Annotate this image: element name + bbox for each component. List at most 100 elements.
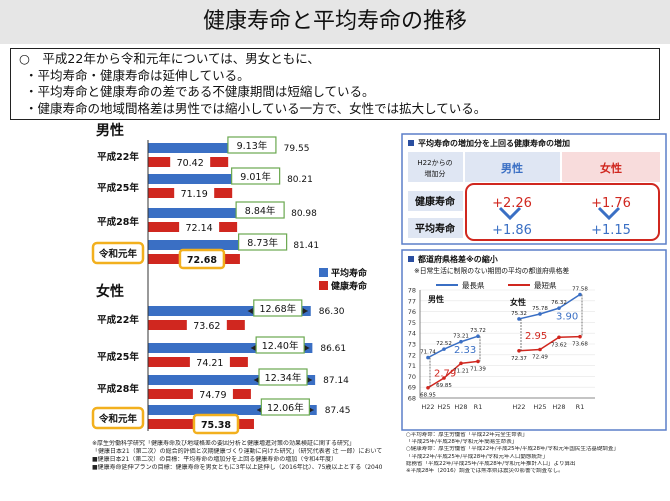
- y-tick-label: 75: [408, 319, 416, 327]
- point-max: [476, 334, 480, 339]
- point-min: [476, 359, 480, 364]
- gap-arrowhead: [307, 377, 313, 383]
- gap-label: 12.68年: [259, 303, 296, 315]
- category-label: 平成25年: [97, 182, 139, 194]
- summary-line: ・健康寿命の地域間格差は男性では縮小している一方で、女性では拡大している。: [25, 100, 487, 116]
- highlight-frame: [91, 406, 145, 430]
- footnote: ■健康寿命延伸プランの目標：健康寿命を男女ともに3年以上延伸し（2016年比）、…: [92, 464, 382, 471]
- y-tick-label: 77: [408, 297, 416, 305]
- category-label: 平成22年: [97, 151, 139, 163]
- table-header-cell: [465, 152, 560, 182]
- avg-bar: [148, 306, 311, 316]
- point-max: [557, 306, 561, 310]
- gap-label: 9.13年: [237, 140, 268, 152]
- health-value-box: [195, 417, 236, 431]
- point-min: [459, 361, 463, 366]
- table-row-label-cell: [408, 191, 463, 211]
- table-title: 平均寿命の増加分を上回る健康寿命の増加: [418, 138, 570, 148]
- gap-box: [255, 336, 305, 354]
- health-value-label: 70.42: [177, 158, 204, 169]
- health-value-label: 72.14: [186, 223, 213, 234]
- table-header-male: 男性: [501, 161, 523, 175]
- avg-bar: [148, 208, 284, 218]
- footnote: ※厚生労働科学研究「健康寿命及び地域格差の要因分析と健康増進対策の効果検証に関す…: [92, 440, 356, 447]
- section-title: 女性: [96, 283, 124, 300]
- line-panel: [401, 249, 667, 431]
- line-max: [518, 293, 581, 320]
- avg-value-label: 86.30: [319, 307, 345, 317]
- point-min: [557, 335, 561, 340]
- gap-arrowhead: [247, 308, 253, 314]
- footnote: ※平成28年（2016）調査では熊本県は震災の影響で調査なし。: [406, 468, 564, 475]
- gap-box: [231, 167, 281, 185]
- avg-value-label: 87.14: [323, 376, 349, 386]
- point-max-label: 76.32: [551, 300, 567, 306]
- table-value-female: +1.15: [591, 223, 631, 238]
- chevron-icon: [597, 206, 621, 221]
- legend-label-max: 最長県: [462, 281, 485, 290]
- point-min: [517, 349, 521, 353]
- legend-label-health: 健康寿命: [331, 280, 368, 292]
- line-min: [518, 335, 581, 352]
- point-min-label: 71.39: [470, 366, 486, 372]
- footnote: 「平成22年/平成25年/平成28年/令和元年人口動態統計」: [406, 453, 549, 460]
- avg-value-label: 87.45: [325, 406, 351, 416]
- y-tick-label: 69: [408, 384, 416, 392]
- line-title: 都道府県格差※の縮小: [417, 254, 498, 264]
- table-bullet: [408, 140, 414, 146]
- gap-arrowhead: [308, 407, 314, 413]
- gap-box: [258, 368, 308, 386]
- avg-bar: [148, 143, 276, 153]
- avg-bar: [148, 174, 280, 184]
- point-min-label: 72.49: [532, 355, 548, 361]
- line-max: [427, 335, 479, 359]
- y-tick-label: 78: [408, 287, 416, 295]
- category-label: 平成25年: [97, 351, 139, 363]
- line-subtitle: ※日常生活に制限のない期間の平均の都道府県格差: [414, 266, 569, 275]
- summary-line: ・平均寿命・健康寿命は延伸している。: [25, 67, 250, 83]
- footnote: ○平均寿命：厚生労働省「平成22年完全生命表」: [406, 432, 528, 438]
- table-header-label: 増加分: [425, 169, 446, 178]
- category-label: 平成28年: [97, 216, 139, 228]
- point-min-label: 68.95: [420, 393, 436, 399]
- summary-box: ○ 平成22年から令和元年については、男女ともに、 ・平均寿命・健康寿命は延伸し…: [10, 48, 660, 120]
- x-tick-label: R1: [576, 403, 585, 411]
- table-value-male: +1.86: [492, 223, 532, 238]
- y-tick-label: 74: [408, 330, 416, 338]
- panel-label: 女性: [510, 297, 526, 307]
- footnote: 「健康日本21（第二次）の総合的評価と次期健康づくり運動に向けた研究」（研究代表…: [92, 448, 382, 455]
- category-label: 令和元年: [98, 248, 138, 260]
- health-value-box: [170, 155, 211, 169]
- point-max-label: 73.21: [453, 334, 469, 340]
- point-max-label: 72.52: [436, 341, 452, 347]
- gap-arrowhead: [304, 345, 310, 351]
- table-value-male: +2.26: [492, 196, 532, 211]
- avg-value-label: 86.61: [320, 344, 346, 354]
- highlight-frame: [91, 241, 145, 265]
- value-frame: [465, 183, 660, 241]
- gap-arrowhead: [253, 377, 259, 383]
- gap-label: 9.01年: [240, 171, 271, 183]
- gap-last-label: 2.33: [454, 345, 476, 356]
- x-tick-label: H25: [533, 403, 546, 411]
- point-max: [578, 292, 582, 297]
- y-tick-label: 72: [408, 351, 416, 359]
- gap-label: 12.06年: [267, 402, 304, 414]
- footnotes-left: ※厚生労働科学研究「健康寿命及び地域格差の要因分析と健康増進対策の効果検証に関す…: [92, 440, 382, 472]
- point-min-label: 69.85: [436, 383, 452, 389]
- footnote: ■健康日本21（第二次）の目標：平均寿命の増加分を上回る健康寿命の増加（令和4年…: [92, 456, 338, 463]
- avg-bar: [148, 375, 316, 385]
- avg-bar: [148, 405, 317, 415]
- x-tick-label: H28: [552, 403, 565, 411]
- footnote: ○健康寿命：厚生労働省「平成22年/平成25年/平成28年/令和元年国民生活基礎…: [406, 446, 619, 453]
- gap-label: 8.84年: [245, 205, 276, 217]
- gap-label: 12.40年: [262, 340, 299, 352]
- summary-line: ○ 平成22年から令和元年については、男女ともに、: [19, 51, 320, 66]
- x-tick-label: H22: [421, 403, 434, 411]
- x-tick-label: H22: [512, 403, 525, 411]
- gap-last-label: 3.90: [556, 312, 578, 323]
- gap-label: 12.34年: [265, 372, 302, 384]
- category-label: 平成28年: [97, 383, 139, 395]
- point-min: [426, 385, 430, 390]
- point-min-label: 73.62: [551, 342, 567, 348]
